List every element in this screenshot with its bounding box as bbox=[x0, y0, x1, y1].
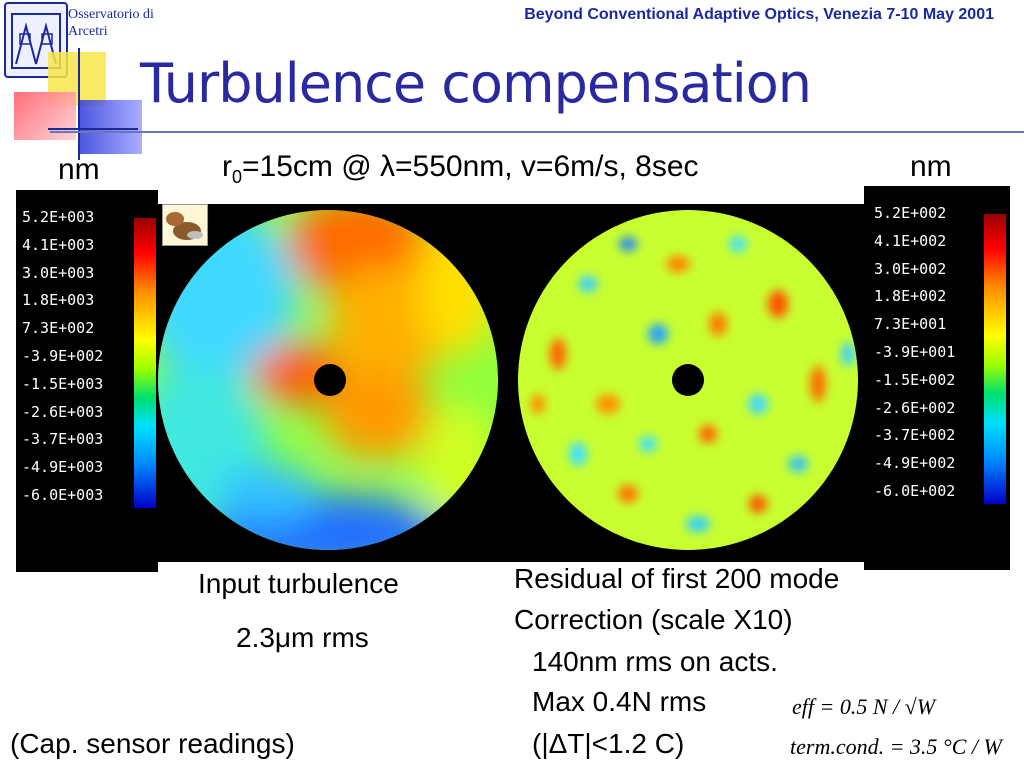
scale-tick-label: -3.7E+003 bbox=[22, 430, 104, 449]
thermal-conductance-formula: term.cond. = 3.5 °C / W bbox=[790, 734, 1002, 759]
title-rule bbox=[50, 131, 1024, 133]
observatory-logo bbox=[4, 2, 68, 78]
scale-tick-label: 5.2E+003 bbox=[22, 208, 95, 226]
efficiency-formula: eff = 0.5 N / √W bbox=[792, 694, 936, 719]
decor-horizontal-line bbox=[48, 128, 138, 130]
scale-tick-label: 1.8E+002 bbox=[874, 287, 947, 306]
conference-header: Beyond Conventional Adaptive Optics, Ven… bbox=[524, 6, 994, 23]
scale-tick-label: 4.1E+003 bbox=[22, 235, 95, 254]
scale-tick-label: -1.5E+003 bbox=[22, 374, 104, 393]
left-color-scale: 5.2E+003 4.1E+003 3.0E+003 1.8E+003 7.3E+002… bbox=[16, 190, 158, 572]
scale-tick-label: -4.9E+003 bbox=[22, 458, 104, 477]
scale-tick-label: 5.2E+002 bbox=[874, 204, 947, 222]
mascot-icon bbox=[162, 204, 208, 246]
right-caption-line5: (|ΔT|<1.2 C) bbox=[532, 728, 685, 759]
left-caption-line1: Input turbulence bbox=[198, 568, 399, 599]
r-symbol: r bbox=[222, 150, 232, 183]
residual-map bbox=[518, 210, 858, 550]
wavefront-maps-image bbox=[158, 210, 858, 550]
scale-tick-label: -4.9E+002 bbox=[874, 454, 956, 473]
scale-tick-label: -2.6E+002 bbox=[874, 398, 956, 417]
left-unit-label: nm bbox=[58, 153, 100, 186]
right-unit-label: nm bbox=[910, 150, 952, 183]
r-subscript: 0 bbox=[232, 167, 243, 187]
right-caption-line4: Max 0.4N rms bbox=[532, 686, 707, 717]
left-caption-line2: 2.3μm rms bbox=[236, 622, 369, 653]
scale-tick-label: -6.0E+002 bbox=[874, 482, 956, 500]
scale-tick-label: -2.6E+003 bbox=[22, 402, 104, 421]
right-colorbar bbox=[984, 214, 1006, 504]
wavefront-maps-panel bbox=[158, 204, 864, 562]
scale-tick-label: -3.9E+001 bbox=[874, 343, 956, 361]
right-caption-line2: Correction (scale X10) bbox=[514, 604, 793, 635]
scale-tick-label: 3.0E+002 bbox=[874, 259, 947, 278]
decor-square-blue bbox=[78, 100, 142, 154]
observatory-building-icon bbox=[11, 13, 61, 69]
scale-tick-label: -3.9E+002 bbox=[22, 347, 104, 365]
scale-tick-label: -6.0E+003 bbox=[22, 486, 104, 504]
scale-tick-label: 1.8E+003 bbox=[22, 291, 95, 310]
institution-line2: Arcetri bbox=[68, 24, 108, 39]
input-turbulence-map bbox=[158, 210, 498, 550]
right-color-scale: 5.2E+002 4.1E+002 3.0E+002 1.8E+002 7.3E+001… bbox=[864, 186, 1010, 570]
left-colorbar bbox=[134, 218, 156, 508]
scale-tick-label: 7.3E+002 bbox=[22, 319, 95, 338]
scale-tick-label: -3.7E+002 bbox=[874, 426, 956, 445]
scale-tick-label: -1.5E+002 bbox=[874, 370, 956, 389]
scale-tick-label: 7.3E+001 bbox=[874, 315, 947, 334]
platypus-icon bbox=[166, 212, 203, 240]
scale-tick-label: 3.0E+003 bbox=[22, 263, 95, 282]
left-caption-line3: (Cap. sensor readings) bbox=[10, 728, 295, 759]
right-caption-line3: 140nm rms on acts. bbox=[532, 646, 778, 677]
institution-name: Osservatorio di Arcetri bbox=[68, 6, 208, 40]
conditions-subtitle: r0=15cm @ λ=550nm, v=6m/s, 8sec bbox=[222, 150, 699, 188]
conditions-text: =15cm @ λ=550nm, v=6m/s, 8sec bbox=[242, 150, 699, 183]
slide-title: Turbulence compensation bbox=[140, 52, 812, 115]
institution-line1: Osservatorio di bbox=[68, 7, 154, 22]
scale-tick-label: 4.1E+002 bbox=[874, 231, 947, 250]
right-caption-line1: Residual of first 200 mode bbox=[514, 563, 840, 594]
decor-vertical-line bbox=[78, 48, 80, 160]
